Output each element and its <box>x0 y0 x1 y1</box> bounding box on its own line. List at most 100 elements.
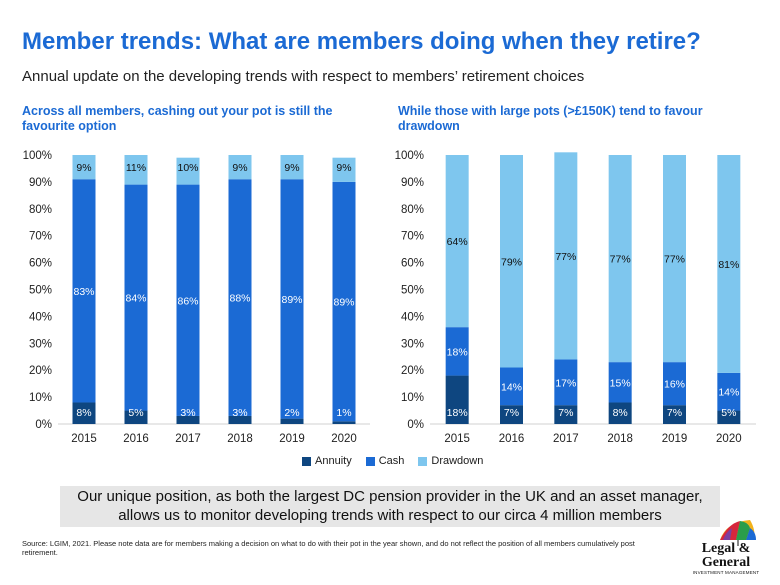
logo-tagline: INVESTMENT MANAGEMENT <box>692 570 760 575</box>
bar-drawdown-2016 <box>500 155 523 368</box>
y-tick-label: 0% <box>407 419 424 431</box>
data-label-cash: 89% <box>333 297 354 309</box>
y-tick-label: 90% <box>401 177 424 189</box>
all-members-chart: 0% 10% 20% 30% 40% 50% 60% 70% 80% 90% 100% 8% 83% 9%… <box>23 150 370 445</box>
y-tick-label: 50% <box>29 285 52 297</box>
page-title: Member trends: What are members doing wh… <box>22 28 701 55</box>
bar-annuity-2019 <box>663 405 686 424</box>
data-label-cash: 86% <box>177 295 198 307</box>
data-label-drawdown: 9% <box>336 162 351 174</box>
logo-wordmark: Legal & General <box>701 541 751 570</box>
bar-cash-2019 <box>663 362 686 406</box>
bar-annuity-2020 <box>717 410 741 424</box>
data-label-drawdown: 9% <box>232 162 247 174</box>
x-tick-label: 2017 <box>175 433 201 445</box>
y-tick-label: 20% <box>401 365 424 377</box>
data-label-drawdown: 9% <box>76 162 91 174</box>
bar-cash-2020 <box>717 372 741 411</box>
y-tick-label: 10% <box>401 392 424 404</box>
bar-cash-2015 <box>72 179 96 403</box>
data-label-annuity: 8% <box>613 407 628 419</box>
y-tick-label: 80% <box>29 204 52 216</box>
bar-drawdown-2016 <box>124 155 148 185</box>
data-label-cash: 84% <box>125 293 146 305</box>
bar-drawdown-2019 <box>663 155 686 363</box>
bar-annuity-2019 <box>280 418 304 424</box>
data-label-drawdown: 81% <box>718 259 739 271</box>
bar-annuity-2018 <box>228 415 252 424</box>
data-label-cash: 17% <box>555 377 576 389</box>
bar-cash-2018 <box>228 179 252 416</box>
bar-annuity-2016 <box>124 410 148 424</box>
bar-cash-2018 <box>608 362 632 403</box>
y-tick-label: 100% <box>395 150 424 162</box>
bar-drawdown-2019 <box>280 155 304 180</box>
data-label-drawdown: 77% <box>664 254 685 266</box>
left-chart-heading: Across all members, cashing out your pot… <box>22 104 333 133</box>
bar-drawdown-2018 <box>228 155 252 180</box>
x-tick-label: 2019 <box>279 433 305 445</box>
bar-annuity-2016 <box>500 405 523 424</box>
data-label-drawdown: 77% <box>555 251 576 263</box>
legend-item-drawdown: Drawdown <box>418 455 483 467</box>
bar-cash-2016 <box>500 367 523 406</box>
right-chart-heading: While those with large pots (>£150K) ten… <box>398 104 703 133</box>
data-label-drawdown: 64% <box>447 236 468 248</box>
data-label-cash: 18% <box>447 346 468 358</box>
bar-drawdown-2017 <box>554 152 578 360</box>
x-tick-label: 2015 <box>71 433 97 445</box>
legend-swatch-cash <box>365 456 375 466</box>
key-message-callout: Our unique position, as both the largest… <box>60 486 720 527</box>
legend-label: Cash <box>378 455 405 467</box>
data-label-drawdown: 11% <box>126 162 146 174</box>
bar-drawdown-2018 <box>608 155 632 363</box>
data-label-cash: 14% <box>501 381 522 393</box>
data-label-annuity: 18% <box>447 407 468 419</box>
data-label-annuity: 8% <box>76 407 91 419</box>
chart-legend: Annuity Cash Drawdown <box>302 455 483 467</box>
legal-general-logo: Legal & General INVESTMENT MANAGEMENT <box>690 516 762 580</box>
data-label-drawdown: 9% <box>284 162 299 174</box>
bar-cash-2017 <box>176 184 200 416</box>
data-label-annuity: 2% <box>284 407 299 419</box>
umbrella-icon <box>720 520 756 546</box>
data-label-annuity: 7% <box>504 407 519 419</box>
bar-drawdown-2020 <box>332 157 356 182</box>
y-tick-label: 70% <box>29 231 52 243</box>
y-tick-label: 70% <box>401 231 424 243</box>
bar-cash-2017 <box>554 359 578 406</box>
x-tick-label: 2018 <box>227 433 253 445</box>
data-label-annuity: 1% <box>336 407 351 419</box>
x-tick-label: 2019 <box>662 433 688 445</box>
bar-drawdown-2015 <box>72 155 96 180</box>
x-tick-label: 2018 <box>607 433 633 445</box>
bar-annuity-2020 <box>332 421 356 424</box>
bar-drawdown-2015 <box>445 155 469 328</box>
data-label-cash: 15% <box>610 377 631 389</box>
x-tick-label: 2016 <box>123 433 149 445</box>
data-label-cash: 83% <box>73 286 94 298</box>
legend-swatch-annuity <box>302 456 311 466</box>
source-footnote: Source: LGIM, 2021. Please note data are… <box>22 539 635 557</box>
legend-label: Drawdown <box>431 455 484 467</box>
bar-drawdown-2017 <box>176 157 200 185</box>
x-tick-label: 2020 <box>331 433 357 445</box>
x-tick-label: 2020 <box>716 433 742 445</box>
data-label-cash: 88% <box>229 293 250 305</box>
bar-cash-2015 <box>445 327 469 376</box>
data-label-cash: 16% <box>664 379 685 391</box>
y-tick-label: 60% <box>401 258 424 270</box>
y-tick-label: 40% <box>401 311 424 323</box>
legend-swatch-drawdown <box>418 456 428 466</box>
legend-item-cash: Cash <box>365 455 405 467</box>
data-label-drawdown: 10% <box>177 162 198 174</box>
y-tick-label: 10% <box>29 392 52 404</box>
bar-annuity-2018 <box>608 402 632 424</box>
x-tick-label: 2016 <box>499 433 525 445</box>
bar-cash-2016 <box>124 184 148 411</box>
data-label-annuity: 7% <box>558 407 573 419</box>
bar-annuity-2017 <box>554 405 578 424</box>
data-label-cash: 89% <box>281 294 302 306</box>
y-tick-label: 40% <box>29 311 52 323</box>
data-label-annuity: 5% <box>721 407 736 419</box>
